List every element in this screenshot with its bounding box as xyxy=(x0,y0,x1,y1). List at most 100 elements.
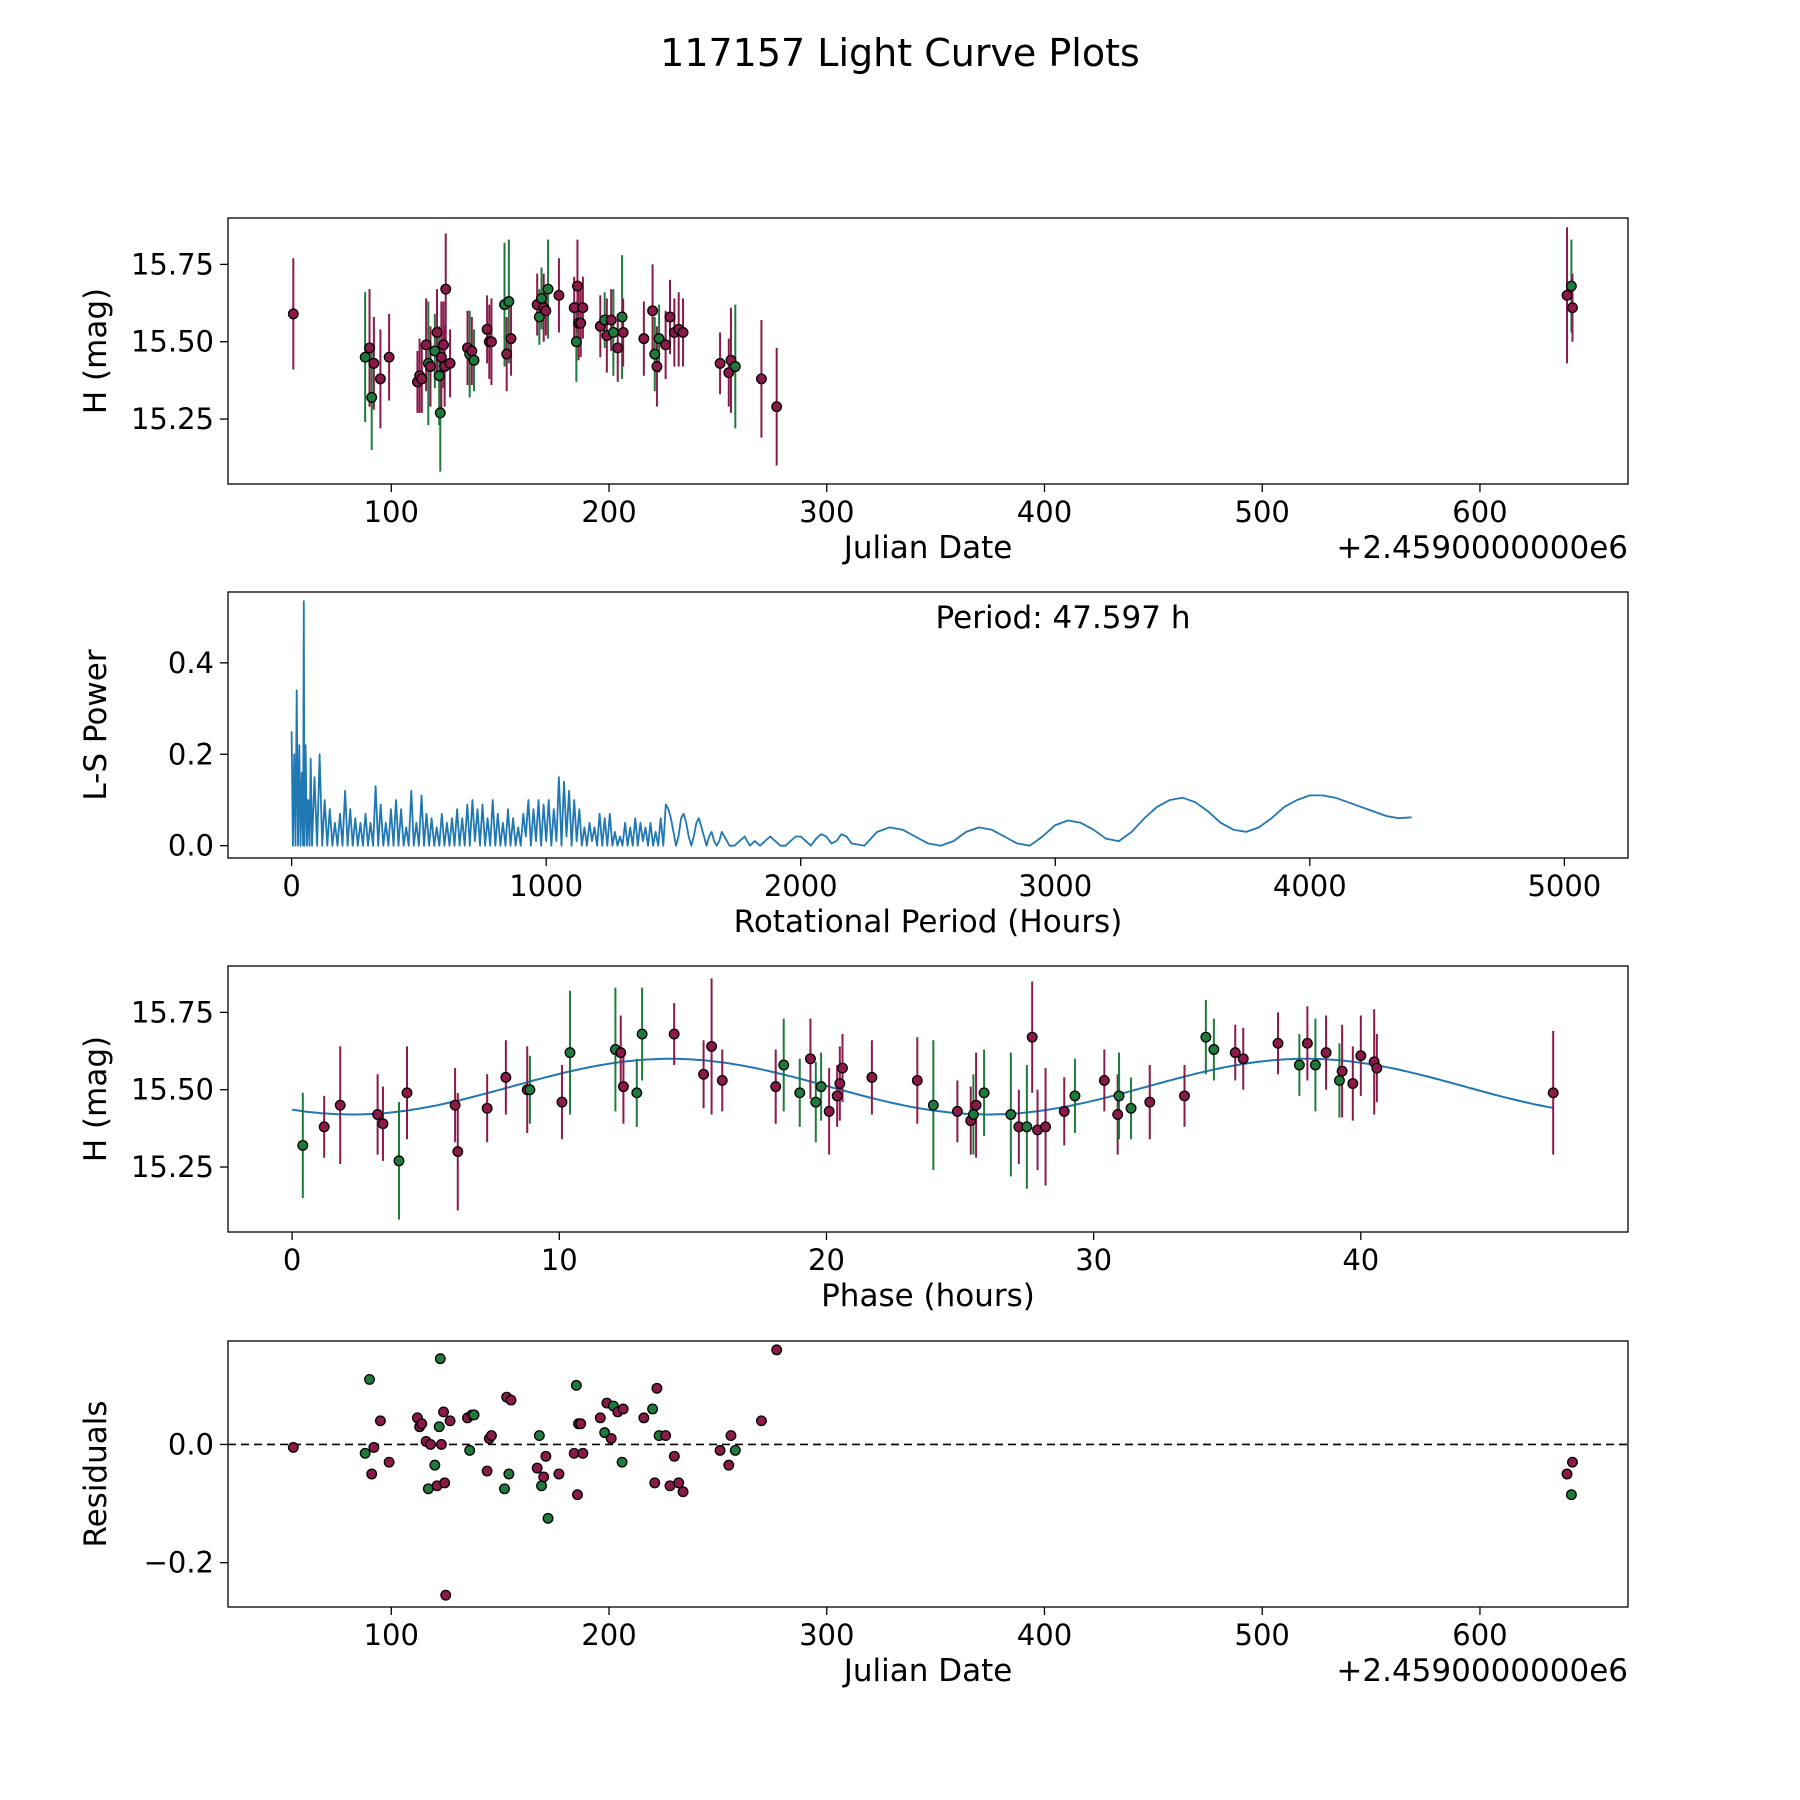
data-point xyxy=(594,1412,606,1424)
data-point xyxy=(605,1433,617,1444)
panel-periodogram: 0 1000 2000 3000 4000 5000 0.0 0.2 0.4 Rotational… xyxy=(78,591,1629,940)
data-point xyxy=(617,326,629,338)
data-point xyxy=(542,283,554,295)
data-point xyxy=(1179,1090,1190,1102)
y-tick-label: 0.0 xyxy=(168,829,214,863)
y-tick-label: 15.75 xyxy=(131,995,214,1029)
data-point xyxy=(770,1081,782,1093)
data-point xyxy=(1336,1065,1348,1077)
data-point xyxy=(794,1087,806,1099)
data-point xyxy=(1069,1090,1081,1102)
data-point xyxy=(481,1465,493,1477)
data-point xyxy=(698,1068,710,1080)
data-point xyxy=(706,1040,718,1052)
data-point xyxy=(372,1109,384,1120)
data-point xyxy=(1567,1456,1578,1468)
data-point xyxy=(434,407,446,419)
data-point xyxy=(533,1430,545,1442)
x-tick-label: 0 xyxy=(282,869,300,903)
y-axis-label: L-S Power xyxy=(78,649,114,800)
data-point xyxy=(668,1028,680,1040)
data-point xyxy=(572,280,583,292)
data-point xyxy=(607,326,619,338)
data-point xyxy=(1567,302,1578,314)
plot-area xyxy=(287,227,1578,472)
plot-area xyxy=(290,600,1412,847)
data-point xyxy=(425,1438,436,1450)
data-point xyxy=(1005,1109,1017,1120)
data-point xyxy=(468,1409,480,1421)
x-axis-label: Julian Date xyxy=(842,530,1013,566)
y-tick-label: 0.4 xyxy=(168,646,214,680)
axes-frame xyxy=(227,1340,1629,1608)
data-point xyxy=(486,336,497,348)
y-tick-label: −0.2 xyxy=(144,1546,214,1580)
data-point xyxy=(755,1415,767,1427)
data-point xyxy=(677,1486,689,1498)
data-point xyxy=(1565,280,1577,292)
data-point xyxy=(1561,289,1573,301)
data-point xyxy=(481,1102,493,1114)
data-point xyxy=(553,1468,565,1480)
data-point xyxy=(1334,1074,1345,1086)
data-point xyxy=(1272,1037,1284,1049)
data-point xyxy=(1293,1059,1305,1071)
panel-lightcurve: 100 200 300 400 500 600 15.25 15.50 15.75 Julian … xyxy=(78,217,1629,566)
data-point xyxy=(729,1444,741,1456)
x-tick-label: 3000 xyxy=(1018,869,1092,903)
data-point xyxy=(524,1084,536,1096)
y-axis-label: H (mag) xyxy=(78,1036,114,1162)
y-tick-label: 0.0 xyxy=(168,1427,214,1461)
data-point xyxy=(575,1418,587,1430)
data-point xyxy=(540,1450,552,1462)
data-point xyxy=(771,401,783,413)
x-tick-label: 400 xyxy=(1017,495,1072,529)
data-point xyxy=(653,333,665,345)
data-point xyxy=(383,351,395,363)
data-point xyxy=(364,1373,375,1385)
data-point xyxy=(1309,1059,1321,1071)
data-point xyxy=(393,1155,405,1167)
data-point xyxy=(1301,1037,1313,1049)
data-point xyxy=(647,1403,659,1415)
data-point xyxy=(1112,1109,1124,1120)
x-tick-label: 10 xyxy=(541,1243,578,1277)
y-tick-label: 15.75 xyxy=(131,247,214,281)
data-point xyxy=(564,1047,576,1059)
x-offset-label: +2.4590000000e6 xyxy=(1336,530,1628,566)
data-point xyxy=(714,1444,726,1456)
x-tick-label: 100 xyxy=(364,495,419,529)
data-point xyxy=(287,1441,299,1453)
panel-phased: 0 10 20 30 40 15.25 15.50 15.75 Phase (hours) H (… xyxy=(78,965,1629,1314)
data-point xyxy=(1561,1468,1573,1480)
figure-title: 117157 Light Curve Plots xyxy=(660,31,1140,75)
data-point xyxy=(1125,1102,1137,1114)
x-tick-label: 40 xyxy=(1342,1243,1379,1277)
data-point xyxy=(1208,1044,1220,1055)
data-point xyxy=(501,348,513,360)
data-point xyxy=(1355,1050,1367,1062)
data-point xyxy=(1058,1105,1070,1117)
data-point xyxy=(1026,1031,1038,1043)
data-point xyxy=(673,1477,685,1489)
data-point xyxy=(1371,1062,1383,1074)
data-point xyxy=(425,361,436,372)
data-point xyxy=(668,1450,680,1462)
data-point xyxy=(438,1406,450,1418)
y-tick-label: 0.2 xyxy=(168,737,214,771)
x-tick-label: 500 xyxy=(1235,1618,1290,1652)
x-tick-label: 1000 xyxy=(509,869,583,903)
data-point xyxy=(538,1471,550,1483)
data-point xyxy=(364,342,375,354)
y-tick-label: 15.25 xyxy=(131,1150,214,1184)
panel-residuals: 100 200 300 400 500 600 −0.2 0.0 Julian Date Resi… xyxy=(78,1340,1629,1689)
x-offset-label: +2.4590000000e6 xyxy=(1336,1653,1628,1689)
data-point xyxy=(468,354,480,366)
y-tick-label: 15.25 xyxy=(131,402,214,436)
plot-area xyxy=(228,1344,1628,1601)
data-point xyxy=(575,317,587,329)
data-point xyxy=(438,339,450,351)
data-point xyxy=(431,326,443,338)
data-point xyxy=(978,1087,990,1099)
data-point xyxy=(714,357,726,369)
